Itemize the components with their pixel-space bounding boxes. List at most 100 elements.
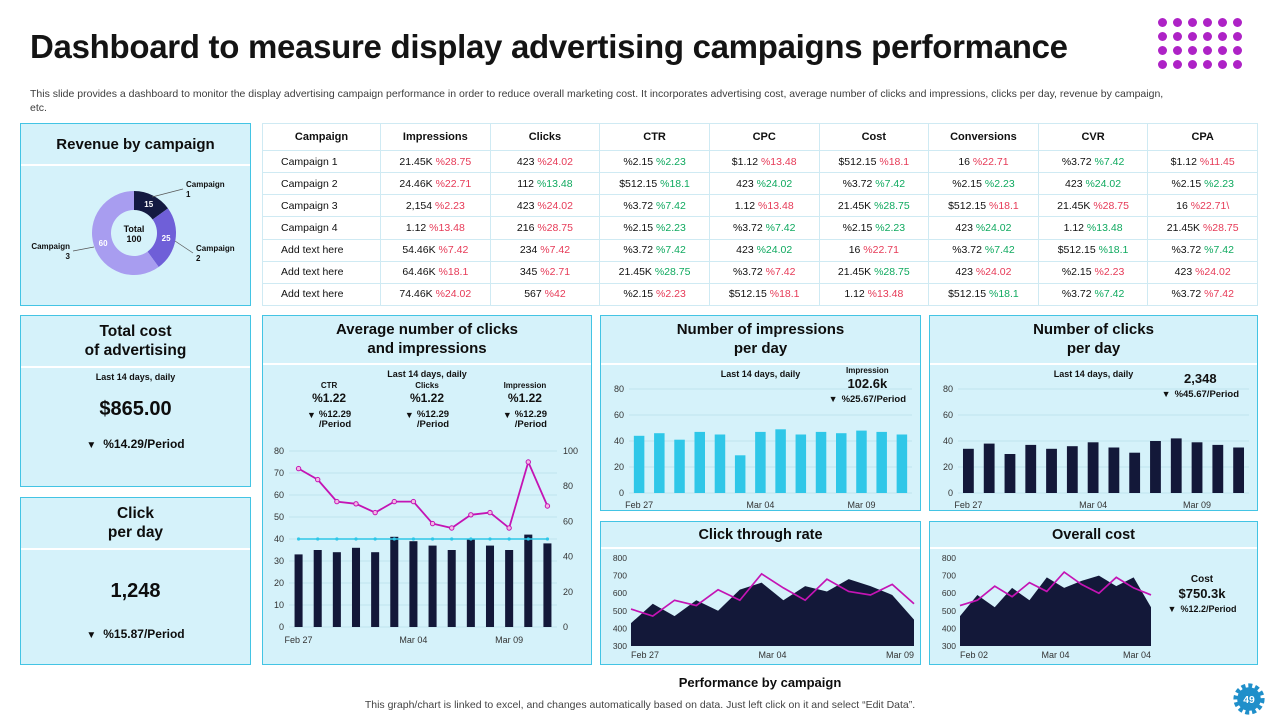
svg-text:0: 0	[563, 622, 568, 632]
impressions-bar-chart[interactable]: 0 20 40 60 80 Feb 27 Mar 04 Mar 09	[601, 381, 920, 513]
clicks-stat-block: 2,348 ▼ %45.67/Period	[1162, 370, 1239, 400]
ctr-area-chart[interactable]: 300 400 500 600 700 800 Feb 27 Mar 04 Mar 09	[601, 550, 920, 662]
svg-text:800: 800	[942, 553, 956, 563]
metric-cell: $512.15 %18.1	[599, 172, 710, 196]
campaign-table: Campaign Impressions Clicks CTR CPC Cost Conve…	[262, 123, 1258, 307]
svg-text:70: 70	[274, 468, 284, 478]
dot	[1218, 32, 1227, 41]
metric-cell: 54.46K %7.42	[380, 238, 491, 262]
overall-cost-area-chart[interactable]: 300 400 500 600 700 800 Feb 02 Mar 04 Mar 04	[930, 550, 1257, 662]
clicks-bar-chart[interactable]: 0 20 40 60 80 Feb 27 Mar 04 Mar 09	[930, 381, 1257, 513]
svg-text:Mar 09: Mar 09	[847, 500, 875, 510]
metric-cell: 1.12 %13.48	[1037, 216, 1149, 240]
clicks-subtitle: Last 14 days, daily	[1053, 368, 1134, 379]
svg-text:100: 100	[126, 234, 141, 244]
page-number-badge: 49	[1232, 682, 1266, 716]
stat-value: %1.22	[312, 390, 347, 405]
metric-cell: 1.12 %13.48	[818, 282, 930, 307]
down-triangle-icon: ▼	[86, 629, 97, 641]
metric-cell: 16 %22.71\	[1147, 194, 1258, 218]
metric-cell: 1.12 %13.48	[380, 216, 491, 240]
svg-text:400: 400	[942, 624, 956, 634]
svg-text:Mar 09: Mar 09	[1183, 500, 1211, 510]
gear-icon: 49	[1233, 683, 1265, 715]
svg-text:300: 300	[613, 641, 627, 651]
metric-cell: 423 %24.02	[928, 260, 1039, 284]
avg-clicks-impressions-panel: Average number of clicks and impressions …	[262, 315, 592, 665]
svg-text:15: 15	[144, 200, 153, 209]
svg-text:80: 80	[943, 384, 953, 394]
svg-text:2: 2	[196, 254, 201, 263]
dot	[1173, 32, 1182, 41]
page-title: Dashboard to measure display advertising…	[30, 28, 1068, 65]
svg-text:Mar 04: Mar 04	[758, 650, 786, 660]
svg-text:25: 25	[162, 234, 171, 243]
footer-note: This graph/chart is linked to excel, and…	[364, 699, 916, 711]
footer-title: Performance by campaign	[678, 675, 842, 690]
impressions-per-day-panel: Number of impressions per day Last 14 day…	[600, 315, 921, 511]
ctr-panel-title: Click through rate	[601, 522, 920, 550]
dot	[1218, 60, 1227, 69]
impressions-title-line1: Number of impressions	[676, 321, 845, 338]
click-through-rate-panel: Click through rate 300 400 500 600 700 800 Feb…	[600, 521, 921, 665]
clicks-impressions-combo-chart[interactable]: 0 10 20 30 40 50 60 70 80 0 20 40 60 80 100 Feb 27 Mar 0…	[263, 433, 591, 649]
revenue-donut-chart[interactable]: 152560Total100Campaign1Campaign2Campaign…	[21, 167, 250, 301]
svg-text:40: 40	[274, 534, 284, 544]
svg-text:Mar 04: Mar 04	[1123, 650, 1151, 660]
dot	[1218, 18, 1227, 27]
metric-cell: 16 %22.71	[818, 238, 930, 262]
svg-text:Mar 04: Mar 04	[1079, 500, 1107, 510]
campaign-table-container[interactable]: Campaign Impressions Clicks CTR CPC Cost Conve…	[262, 123, 1258, 307]
column-header: CPA	[1147, 123, 1258, 151]
svg-text:Feb 02: Feb 02	[960, 650, 988, 660]
svg-text:Mar 09: Mar 09	[886, 650, 914, 660]
down-triangle-icon: ▼	[502, 409, 512, 420]
avg-panel-title: Average number of clicks and impressions	[263, 316, 591, 365]
svg-text:Campaign: Campaign	[31, 242, 70, 251]
dot	[1203, 46, 1212, 55]
metric-cell: %2.15 %2.23	[1147, 172, 1258, 196]
metric-cell: 423 %24.02	[489, 149, 601, 174]
svg-text:60: 60	[99, 239, 108, 248]
avg-title-line1: Average number of clicks	[335, 321, 518, 338]
metric-cell: 423 %24.02	[928, 216, 1039, 240]
total-cost-delta: ▼ %14.29/Period	[21, 437, 250, 451]
svg-text:300: 300	[942, 641, 956, 651]
impressions-delta: ▼ %25.67/Period	[829, 394, 906, 405]
svg-text:500: 500	[942, 606, 956, 616]
down-triangle-icon: ▼	[404, 409, 414, 420]
clicks-panel-title: Number of clicks per day	[930, 316, 1257, 365]
table-row: Campaign 1 21.45K %28.75 423 %24.02 %2.15 %…	[262, 149, 1258, 174]
metric-cell: %2.15 %2.23	[928, 172, 1039, 196]
svg-text:40: 40	[614, 436, 624, 446]
table-row: Campaign 2 24.46K %22.71 112 %13.48 $512.15…	[262, 172, 1258, 196]
metric-cell: 423 %24.02	[708, 172, 820, 196]
metric-cell: 112 %13.48	[489, 172, 601, 196]
svg-text:20: 20	[563, 587, 573, 597]
metric-cell: $512.15 %18.1	[1037, 238, 1149, 262]
page-subtitle: This slide provides a dashboard to monit…	[30, 88, 1164, 115]
dot	[1158, 46, 1167, 55]
total-cost-delta-text: %14.29/Period	[103, 436, 185, 451]
svg-text:Feb 27: Feb 27	[954, 500, 982, 510]
metric-cell: 21.45K %28.75	[1037, 194, 1149, 218]
dot	[1173, 60, 1182, 69]
svg-text:800: 800	[613, 553, 627, 563]
clicks-delta: ▼ %45.67/Period	[1162, 389, 1239, 400]
column-header: CPC	[708, 123, 820, 151]
metric-cell: %3.72 %7.42	[818, 172, 930, 196]
total-cost-subtitle: Last 14 days, daily	[95, 371, 176, 382]
metric-cell: %2.15 %2.23	[599, 282, 710, 307]
svg-text:Feb 27: Feb 27	[625, 500, 653, 510]
svg-text:0: 0	[619, 488, 624, 498]
impressions-stat-block: Impression 102.6k ▼ %25.67/Period	[829, 366, 906, 405]
column-header: Impressions	[380, 123, 491, 151]
click-per-day-delta: ▼ %15.87/Period	[21, 627, 250, 641]
down-triangle-icon: ▼	[828, 394, 838, 404]
svg-text:80: 80	[614, 384, 624, 394]
column-header: Cost	[818, 123, 930, 151]
svg-text:0: 0	[279, 622, 284, 632]
svg-text:Mar 04: Mar 04	[746, 500, 774, 510]
campaign-name-cell: Add text here	[262, 238, 381, 262]
table-row: Campaign 3 2,154 %2.23 423 %24.02 %3.72 %7.…	[262, 194, 1258, 218]
